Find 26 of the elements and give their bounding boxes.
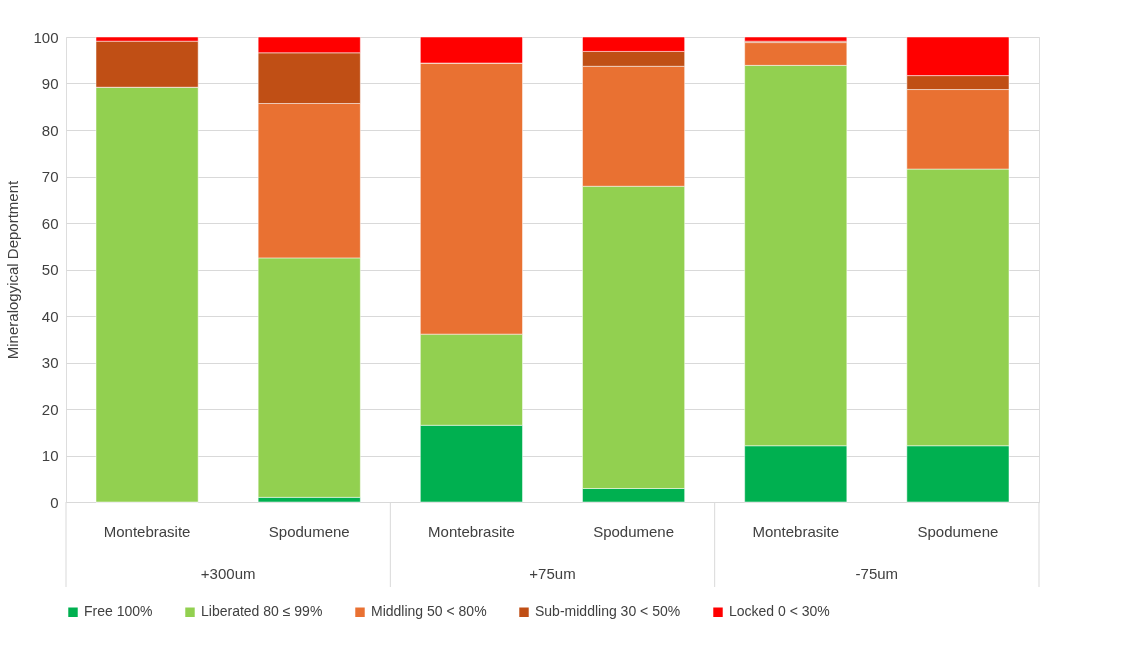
text: +75um <box>529 565 576 582</box>
y-tick-label: 50 <box>41 261 59 278</box>
legend-label: Liberated 80 ≤ 99% <box>201 603 323 620</box>
y-tick-label: 100 <box>33 28 59 46</box>
y-tick-label: 30 <box>41 354 59 371</box>
legend-label: Sub-middling 30 < 50% <box>535 603 681 620</box>
x-tick-label: Montebrasite <box>752 522 840 540</box>
y-tick-label: 40 <box>41 307 59 325</box>
x-tick-label: Spodumene <box>593 522 675 540</box>
legend-label: Locked 0 < 30% <box>729 603 830 620</box>
y-axis-title: Mineralogyical Deportment <box>4 179 22 360</box>
x-tick-label: Spodumene <box>268 522 350 540</box>
x-tick-label: Spodumene <box>917 522 999 540</box>
text: -75um <box>855 565 899 582</box>
legend-label: Free 100% <box>84 603 153 620</box>
y-tick-label: 80 <box>41 121 59 139</box>
x-tick-label: Montebrasite <box>428 522 515 540</box>
y-tick-label: 0 <box>50 493 59 511</box>
y-tick-label: 20 <box>41 400 59 418</box>
x-tick-label: Montebrasite <box>103 522 191 540</box>
y-tick-label: 70 <box>41 168 59 185</box>
y-tick-label: 60 <box>41 214 59 232</box>
text: +300um <box>200 565 256 582</box>
y-tick-label: 90 <box>41 75 59 92</box>
y-tick-label: 10 <box>41 447 59 464</box>
legend-label: Middling 50 < 80% <box>371 603 487 620</box>
